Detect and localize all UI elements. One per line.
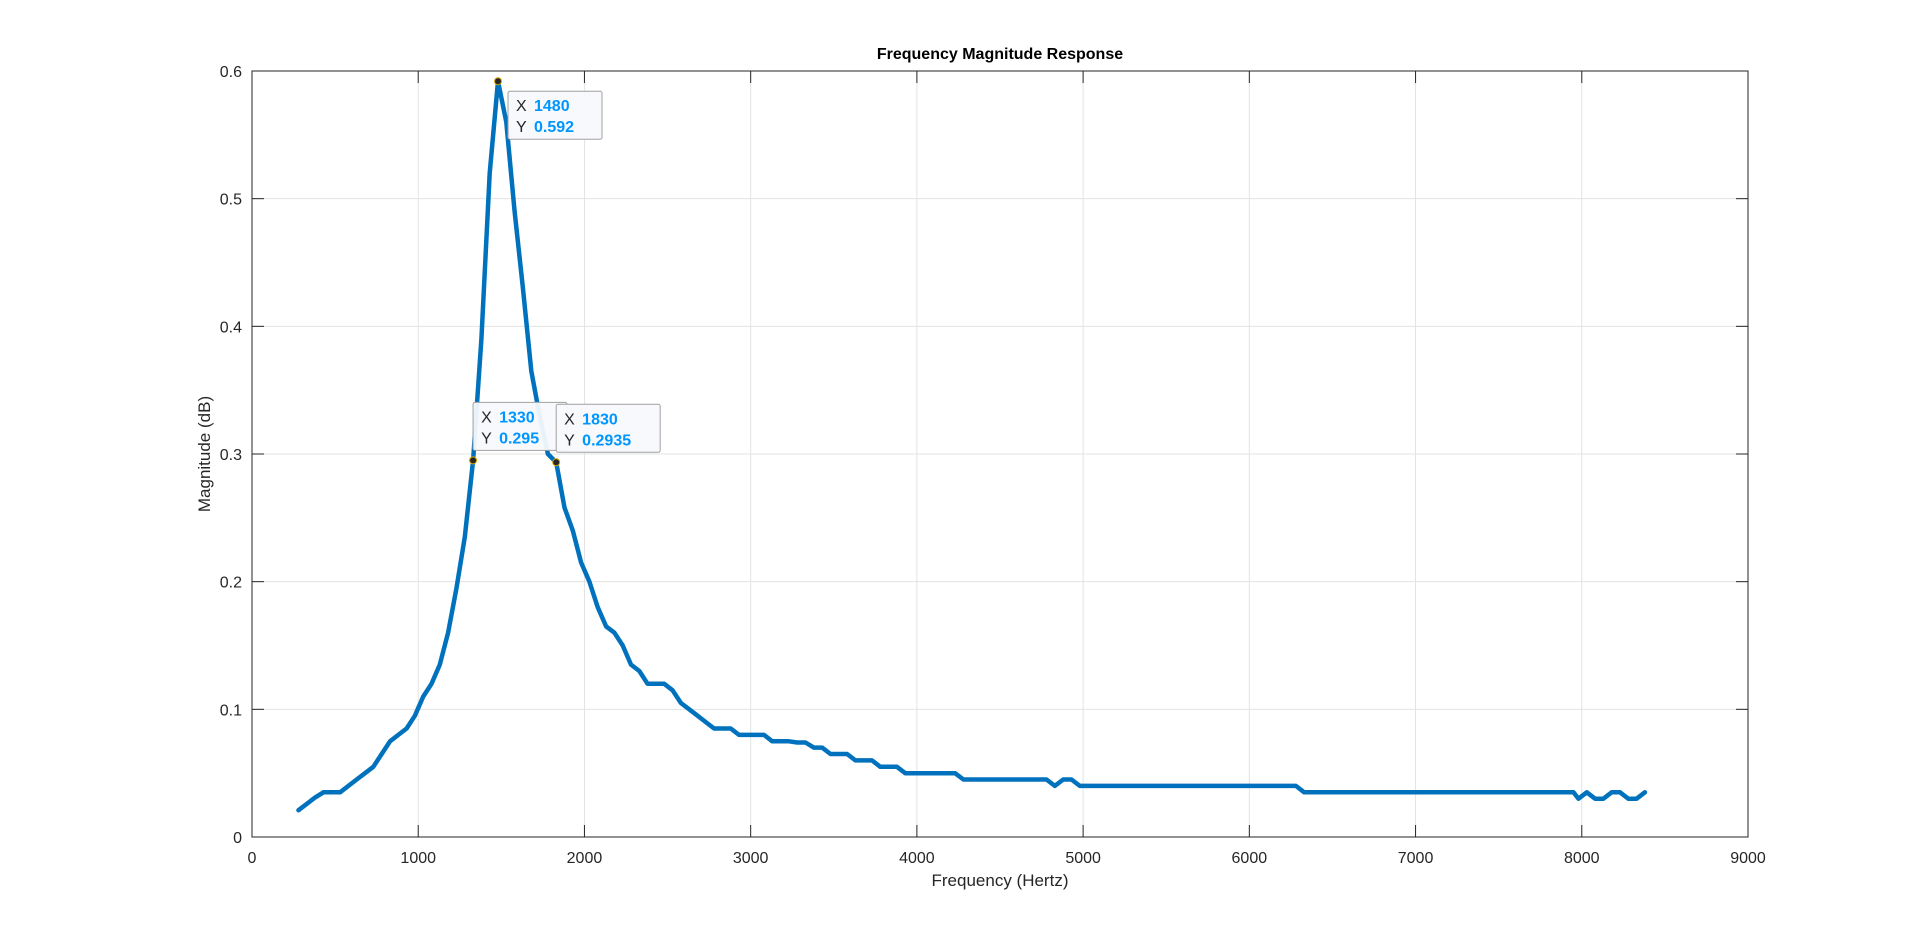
datatip-box	[555, 403, 661, 453]
ticks: 0 1000 2000 3000 4000 5000 6000 7000 8000 9000 0 0.…	[220, 64, 1766, 867]
datatip-x-key: X	[516, 98, 527, 115]
x-axis-label: Frequency (Hertz)	[932, 871, 1069, 890]
datatip-y-key: Y	[564, 432, 575, 449]
datatip-x-key: X	[564, 411, 575, 428]
grid	[252, 71, 1748, 837]
y-tick-label: 0.1	[220, 702, 242, 719]
datatip-y-value: 0.592	[534, 119, 574, 136]
y-tick-label: 0.4	[220, 319, 242, 336]
y-tick-label: 0.3	[220, 447, 242, 464]
y-axis-label: Magnitude (dB)	[195, 396, 214, 512]
x-tick-label: 3000	[733, 850, 769, 867]
datatip[interactable]: X 1480 Y 0.592	[494, 77, 603, 140]
datatips: X 1480 Y 0.592 X 1330 Y 0.295 X 1830 Y 0.2935	[469, 77, 661, 467]
x-tick-label: 6000	[1232, 850, 1268, 867]
datatip-x-value: 1830	[582, 411, 618, 428]
datatip[interactable]: X 1830 Y 0.2935	[552, 403, 661, 467]
series-layer	[296, 78, 1648, 813]
datatip[interactable]: X 1330 Y 0.295	[469, 401, 568, 465]
datatip-x-key: X	[481, 409, 492, 426]
y-tick-label: 0.2	[220, 575, 242, 592]
x-tick-label: 8000	[1564, 850, 1600, 867]
x-tick-label: 0	[248, 850, 257, 867]
datatip-y-key: Y	[481, 430, 492, 447]
x-tick-label: 5000	[1065, 850, 1101, 867]
datatip-marker[interactable]	[469, 456, 478, 465]
y-tick-label: 0	[233, 830, 242, 847]
y-tick-label: 0.5	[220, 192, 242, 209]
x-tick-label: 9000	[1730, 850, 1766, 867]
y-tick-label: 0.6	[220, 64, 242, 81]
datatip-x-value: 1480	[534, 98, 570, 115]
datatip-y-value: 0.2935	[582, 432, 631, 449]
datatip-box	[507, 90, 603, 140]
x-tick-label: 1000	[400, 850, 436, 867]
x-tick-label: 4000	[899, 850, 935, 867]
datatip-y-key: Y	[516, 119, 527, 136]
series-line	[296, 78, 1648, 813]
x-tick-label: 2000	[567, 850, 603, 867]
datatip-marker[interactable]	[552, 458, 561, 467]
chart-title: Frequency Magnitude Response	[877, 46, 1123, 63]
datatip-x-value: 1330	[499, 409, 535, 426]
x-tick-label: 7000	[1398, 850, 1434, 867]
datatip-marker[interactable]	[494, 77, 503, 86]
datatip-y-value: 0.295	[499, 430, 539, 447]
